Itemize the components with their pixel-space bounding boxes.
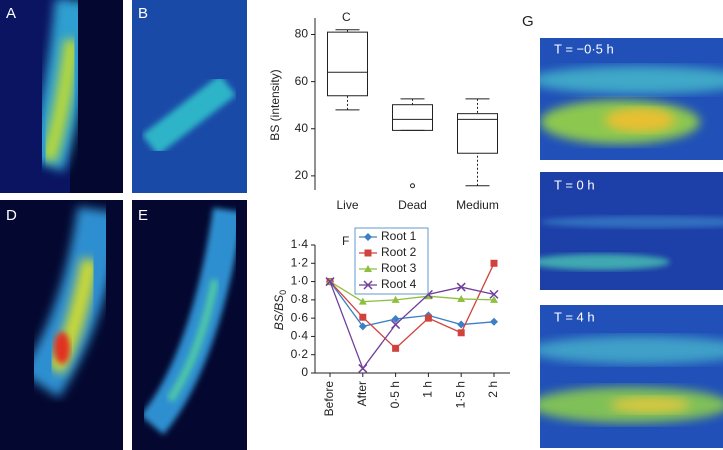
y-axis-label: BS/BS0 <box>272 290 288 330</box>
box <box>392 104 433 131</box>
box <box>457 113 498 154</box>
panel-label: G <box>522 13 534 30</box>
image-d <box>0 200 123 450</box>
legend-label: Root 2 <box>381 245 417 259</box>
y-tick-label: 80 <box>295 27 309 41</box>
legend-label: Root 3 <box>381 261 417 275</box>
image-g1 <box>540 38 723 160</box>
legend-label: Root 4 <box>381 277 417 291</box>
x-tick-label: Live <box>336 198 358 212</box>
chart-label: C <box>342 10 351 24</box>
legend-marker <box>364 249 372 257</box>
y-axis-label-main: BS/BS <box>272 295 286 330</box>
marker <box>391 295 400 303</box>
marker <box>391 315 400 324</box>
y-tick-label: 0 <box>301 365 308 379</box>
x-tick-label: 1·5 h <box>453 381 467 408</box>
marker <box>392 344 400 352</box>
image-b <box>132 0 247 193</box>
y-tick-label: 40 <box>295 121 309 135</box>
marker <box>325 277 335 287</box>
x-tick-label: Before <box>322 381 336 417</box>
marker <box>424 292 433 300</box>
marker <box>457 294 466 302</box>
marker <box>358 297 367 305</box>
marker <box>358 363 368 373</box>
legend-marker <box>364 265 372 272</box>
y-tick-label: 1·4 <box>291 237 309 251</box>
marker <box>490 317 498 326</box>
x-tick-label: 0·5 h <box>388 381 402 408</box>
y-tick-label: 20 <box>295 168 309 182</box>
time-label: T = 4 h <box>554 309 595 324</box>
y-tick-label: 0·6 <box>291 310 309 324</box>
image-a <box>0 0 123 193</box>
box <box>327 31 368 97</box>
marker <box>358 322 367 331</box>
y-tick-label: 1·2 <box>291 255 309 269</box>
series-line <box>329 263 495 350</box>
panel-label: E <box>138 207 148 224</box>
marker <box>457 320 466 329</box>
image-e <box>132 200 247 450</box>
marker <box>490 259 498 267</box>
panel-label: D <box>6 207 17 224</box>
y-tick-label: 1·0 <box>291 274 309 288</box>
marker <box>457 329 465 337</box>
x-tick-label: After <box>355 381 369 406</box>
x-tick-label: Dead <box>398 198 427 212</box>
panel-label: A <box>6 5 16 22</box>
marker <box>489 289 499 299</box>
image-g2 <box>540 172 723 290</box>
y-axis-label: BS (intensity) <box>268 69 282 140</box>
series-line <box>329 281 495 328</box>
time-label: T = −0·5 h <box>554 41 614 56</box>
series-line <box>329 281 495 303</box>
y-tick-label: 60 <box>295 74 309 88</box>
legend-label: Root 1 <box>381 229 417 243</box>
x-tick-label: Medium <box>456 198 499 212</box>
y-tick-label: 0·4 <box>291 329 309 343</box>
panel-label: B <box>138 5 148 22</box>
x-tick-label: 2 h <box>486 381 500 398</box>
marker <box>456 282 466 292</box>
image-g3 <box>540 305 723 448</box>
chart-label: F <box>342 234 349 248</box>
legend-marker <box>364 233 372 241</box>
marker <box>359 313 367 321</box>
time-label: T = 0 h <box>554 177 595 192</box>
series-line <box>329 281 495 370</box>
y-tick-label: 0·2 <box>291 347 309 361</box>
x-tick-label: 1 h <box>421 381 435 398</box>
y-tick-label: 0·8 <box>291 292 309 306</box>
marker <box>424 314 432 322</box>
legend-marker <box>363 280 373 290</box>
outlier <box>410 183 415 189</box>
marker <box>490 295 498 303</box>
y-axis-label-subscript: 0 <box>278 290 288 295</box>
marker <box>391 320 401 330</box>
